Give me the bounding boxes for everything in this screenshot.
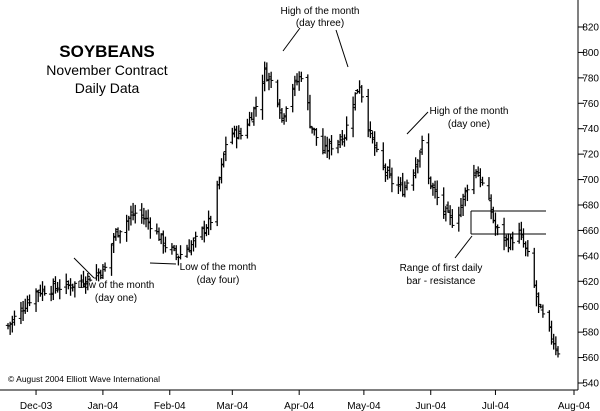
- x-tick-label: Dec-03: [20, 401, 53, 411]
- price-bar: [178, 245, 183, 260]
- copyright-note: © August 2004 Elliott Wave International: [8, 374, 160, 384]
- annotation-low-day-one-line-1: Low of the month: [78, 280, 155, 291]
- annotation-high-day-three: High of the month (day three): [281, 6, 360, 68]
- plot-frame: [0, 0, 579, 391]
- price-bar: [510, 231, 515, 251]
- price-bar: [404, 179, 410, 191]
- price-bar: [307, 94, 313, 129]
- price-bar: [368, 121, 373, 139]
- price-bar: [389, 167, 395, 193]
- annotation-high-day-one-line-2: (day one): [448, 119, 490, 130]
- price-bar: [208, 215, 213, 231]
- x-axis: Dec-03 Jan-04 Feb-04 Mar-04 Apr-04 May-04 Jun-…: [20, 390, 591, 411]
- price-bar: [223, 136, 229, 162]
- y-tick-label: 740: [582, 124, 599, 135]
- x-tick-label: Jan-04: [88, 401, 119, 411]
- price-bar: [450, 209, 455, 228]
- chart-title: SOYBEANS: [59, 42, 154, 61]
- annotation-resistance-line-2: bar - resistance: [407, 276, 476, 287]
- annotation-high-day-three-line-2: (day three): [296, 18, 344, 29]
- y-tick-label: 800: [582, 48, 599, 59]
- price-bar: [344, 116, 349, 141]
- price-bar: [57, 279, 62, 300]
- x-tick-label: Apr-04: [284, 401, 314, 411]
- y-tick-label: 820: [582, 23, 599, 34]
- price-bar: [480, 176, 485, 186]
- price-bar: [555, 346, 561, 358]
- annotation-resistance-range: Range of first daily bar - resistance: [400, 210, 546, 287]
- annotation-resistance-pointer: [454, 235, 473, 259]
- price-bar: [359, 85, 364, 103]
- y-tick-label: 580: [582, 328, 599, 339]
- y-axis: 540 560 580 600 620 640 660 680 700 720 740 760 780 8…: [578, 23, 599, 390]
- price-bar: [419, 135, 425, 155]
- price-bar: [329, 135, 334, 156]
- y-tick-label: 600: [582, 302, 599, 313]
- annotation-high-day-one-line-1: High of the month: [430, 106, 509, 117]
- annotation-high-day-three-pointer-left: [282, 27, 301, 52]
- x-tick-label: Aug-04: [558, 401, 591, 411]
- price-bar: [284, 106, 289, 122]
- y-tick-label: 700: [582, 175, 599, 186]
- price-bar: [353, 92, 358, 111]
- annotation-low-day-four-line-1: Low of the month: [180, 262, 257, 273]
- annotation-low-day-one: Low of the month (day one): [73, 257, 155, 304]
- y-tick-label: 720: [582, 150, 599, 161]
- annotation-low-day-four-line-2: (day four): [197, 275, 240, 286]
- chart-subtitle-line-2: Daily Data: [75, 80, 140, 96]
- price-bar: [435, 180, 440, 206]
- annotation-high-day-three-pointer-right: [335, 29, 349, 68]
- annotation-high-day-one: High of the month (day one): [406, 106, 509, 135]
- y-tick-label: 540: [582, 379, 599, 390]
- price-bar: [12, 310, 17, 326]
- price-bar: [238, 127, 244, 140]
- annotation-low-day-one-pointer: [73, 257, 95, 279]
- annotation-low-day-four: Low of the month (day four): [149, 262, 257, 286]
- price-bar: [314, 128, 319, 146]
- price-bar: [102, 262, 108, 272]
- price-bar: [87, 277, 93, 282]
- price-bar: [148, 217, 153, 239]
- y-tick-label: 780: [582, 73, 599, 84]
- y-tick-label: 680: [582, 201, 599, 212]
- y-tick-label: 620: [582, 277, 599, 288]
- price-bar: [374, 141, 380, 153]
- price-bar: [133, 204, 138, 224]
- x-tick-label: May-04: [347, 401, 381, 411]
- annotation-high-day-three-line-1: High of the month: [281, 6, 360, 17]
- y-tick-label: 660: [582, 226, 599, 237]
- price-bar: [540, 304, 546, 318]
- x-tick-label: Mar-04: [216, 401, 248, 411]
- price-bar: [525, 240, 531, 257]
- price-bar: [27, 294, 32, 307]
- annotation-resistance-line-1: Range of first daily: [400, 263, 483, 274]
- price-bar: [85, 273, 91, 291]
- price-bars: [5, 61, 561, 358]
- y-tick-label: 560: [582, 353, 599, 364]
- price-bar: [42, 285, 47, 296]
- x-tick-label: Jun-04: [415, 401, 446, 411]
- annotation-low-day-one-line-2: (day one): [95, 293, 137, 304]
- price-bar: [72, 281, 78, 298]
- price-bar: [268, 71, 274, 89]
- x-tick-label: Jul-04: [482, 401, 510, 411]
- price-bar: [465, 184, 470, 202]
- price-bar: [193, 231, 198, 248]
- price-bar: [495, 224, 500, 236]
- annotation-low-day-four-pointer: [149, 262, 177, 265]
- price-bar: [117, 230, 123, 244]
- price-bar: [299, 71, 304, 82]
- price-bar: [253, 96, 259, 117]
- chart-subtitle-line-1: November Contract: [46, 62, 167, 78]
- y-tick-label: 760: [582, 99, 599, 110]
- price-bar: [163, 236, 168, 253]
- annotation-high-day-one-pointer: [406, 111, 429, 135]
- y-tick-label: 640: [582, 251, 599, 262]
- x-tick-label: Feb-04: [154, 401, 186, 411]
